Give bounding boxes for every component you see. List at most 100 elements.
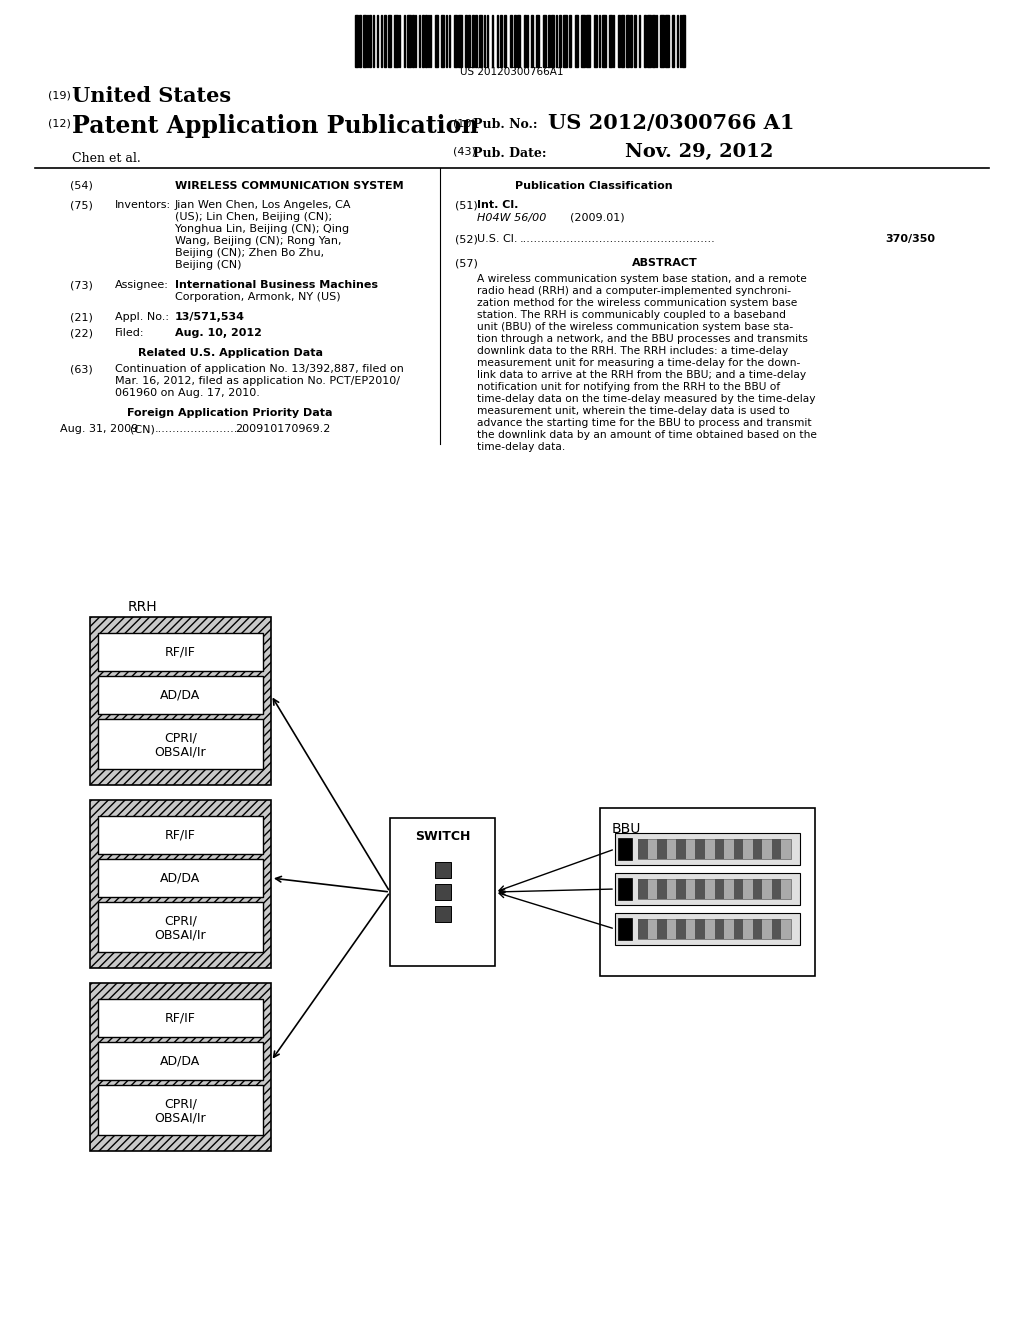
Bar: [543, 15, 546, 67]
Bar: [753, 919, 762, 939]
Bar: [98, 676, 263, 714]
Bar: [676, 919, 686, 939]
Bar: [465, 15, 467, 67]
Text: tion through a network, and the BBU processes and transmits: tion through a network, and the BBU proc…: [477, 334, 808, 345]
Text: (22): (22): [70, 327, 93, 338]
Bar: [615, 873, 800, 906]
Text: H04W 56/00: H04W 56/00: [477, 213, 547, 223]
Bar: [695, 879, 705, 899]
Bar: [660, 15, 664, 67]
Bar: [479, 15, 482, 67]
Bar: [390, 818, 495, 966]
Text: CPRI/: CPRI/: [164, 731, 197, 744]
Text: 13/571,534: 13/571,534: [175, 312, 245, 322]
Bar: [90, 616, 271, 785]
Bar: [98, 999, 263, 1038]
Bar: [733, 840, 743, 859]
Text: (21): (21): [70, 312, 93, 322]
Bar: [638, 879, 791, 899]
Text: RRH: RRH: [128, 601, 158, 614]
Text: measurement unit for measuring a time-delay for the down-: measurement unit for measuring a time-de…: [477, 358, 801, 368]
Bar: [98, 1041, 263, 1080]
Text: 370/350: 370/350: [885, 234, 935, 244]
Bar: [394, 15, 398, 67]
Bar: [676, 840, 686, 859]
Bar: [772, 840, 781, 859]
Bar: [618, 878, 632, 900]
Bar: [644, 15, 646, 67]
Text: AD/DA: AD/DA: [161, 871, 201, 884]
Text: Inventors:: Inventors:: [115, 201, 171, 210]
Text: (52): (52): [455, 234, 478, 244]
Bar: [626, 15, 629, 67]
Text: ABSTRACT: ABSTRACT: [632, 257, 698, 268]
Bar: [468, 15, 470, 67]
Bar: [504, 15, 506, 67]
Text: BBU: BBU: [612, 822, 641, 836]
Text: notification unit for notifying from the RRH to the BBU of: notification unit for notifying from the…: [477, 381, 780, 392]
Bar: [359, 15, 361, 67]
Text: Jian Wen Chen, Los Angeles, CA: Jian Wen Chen, Los Angeles, CA: [175, 201, 351, 210]
Text: (57): (57): [455, 257, 478, 268]
Bar: [672, 15, 674, 67]
Bar: [388, 15, 391, 67]
Bar: [514, 15, 516, 67]
Text: US 20120300766A1: US 20120300766A1: [460, 67, 564, 77]
Text: SWITCH: SWITCH: [415, 830, 470, 843]
Bar: [384, 15, 386, 67]
Text: Pub. No.:: Pub. No.:: [473, 117, 538, 131]
Bar: [638, 840, 647, 859]
Bar: [422, 15, 424, 67]
Text: US 2012/0300766 A1: US 2012/0300766 A1: [548, 114, 795, 133]
Bar: [638, 879, 647, 899]
Text: (73): (73): [70, 280, 93, 290]
Bar: [715, 879, 724, 899]
Bar: [715, 919, 724, 939]
Text: OBSAI/Ir: OBSAI/Ir: [155, 746, 206, 759]
Text: International Business Machines: International Business Machines: [175, 280, 378, 290]
Text: measurement unit, wherein the time-delay data is used to: measurement unit, wherein the time-delay…: [477, 407, 790, 416]
Text: Beijing (CN); Zhen Bo Zhu,: Beijing (CN); Zhen Bo Zhu,: [175, 248, 325, 257]
Bar: [407, 15, 411, 67]
Bar: [434, 906, 451, 921]
Bar: [609, 15, 612, 67]
Text: Beijing (CN): Beijing (CN): [175, 260, 242, 271]
Bar: [581, 15, 585, 67]
Text: link data to arrive at the RRH from the BBU; and a time-delay: link data to arrive at the RRH from the …: [477, 370, 806, 380]
Text: Wang, Beijing (CN); Rong Yan,: Wang, Beijing (CN); Rong Yan,: [175, 236, 341, 246]
Text: 200910170969.2: 200910170969.2: [234, 424, 331, 434]
Text: Nov. 29, 2012: Nov. 29, 2012: [625, 143, 773, 161]
Bar: [657, 919, 667, 939]
Text: Int. Cl.: Int. Cl.: [477, 201, 518, 210]
Text: AD/DA: AD/DA: [161, 689, 201, 701]
Text: Filed:: Filed:: [115, 327, 144, 338]
Bar: [412, 15, 414, 67]
Text: United States: United States: [72, 86, 231, 106]
Text: Yonghua Lin, Beijing (CN); Qing: Yonghua Lin, Beijing (CN); Qing: [175, 224, 349, 234]
Text: (US); Lin Chen, Beijing (CN);: (US); Lin Chen, Beijing (CN);: [175, 213, 332, 222]
Text: Chen et al.: Chen et al.: [72, 152, 140, 165]
Bar: [618, 15, 620, 67]
Text: WIRELESS COMMUNICATION SYSTEM: WIRELESS COMMUNICATION SYSTEM: [175, 181, 403, 191]
Bar: [425, 15, 427, 67]
Bar: [98, 1085, 263, 1135]
Text: Patent Application Publication: Patent Application Publication: [72, 114, 478, 139]
Bar: [753, 840, 762, 859]
Bar: [621, 15, 624, 67]
Bar: [569, 15, 571, 67]
Text: Assignee:: Assignee:: [115, 280, 169, 290]
Text: (43): (43): [453, 147, 476, 157]
Text: (12): (12): [48, 117, 71, 128]
Bar: [676, 879, 686, 899]
Text: CPRI/: CPRI/: [164, 915, 197, 928]
Text: Publication Classification: Publication Classification: [515, 181, 673, 191]
Bar: [665, 15, 669, 67]
Text: RF/IF: RF/IF: [165, 645, 196, 659]
Bar: [98, 719, 263, 770]
Text: Appl. No.:: Appl. No.:: [115, 312, 169, 322]
Text: A wireless communication system base station, and a remote: A wireless communication system base sta…: [477, 275, 807, 284]
Text: time-delay data.: time-delay data.: [477, 442, 565, 451]
Bar: [475, 15, 477, 67]
Bar: [615, 833, 800, 865]
Text: Aug. 10, 2012: Aug. 10, 2012: [175, 327, 262, 338]
